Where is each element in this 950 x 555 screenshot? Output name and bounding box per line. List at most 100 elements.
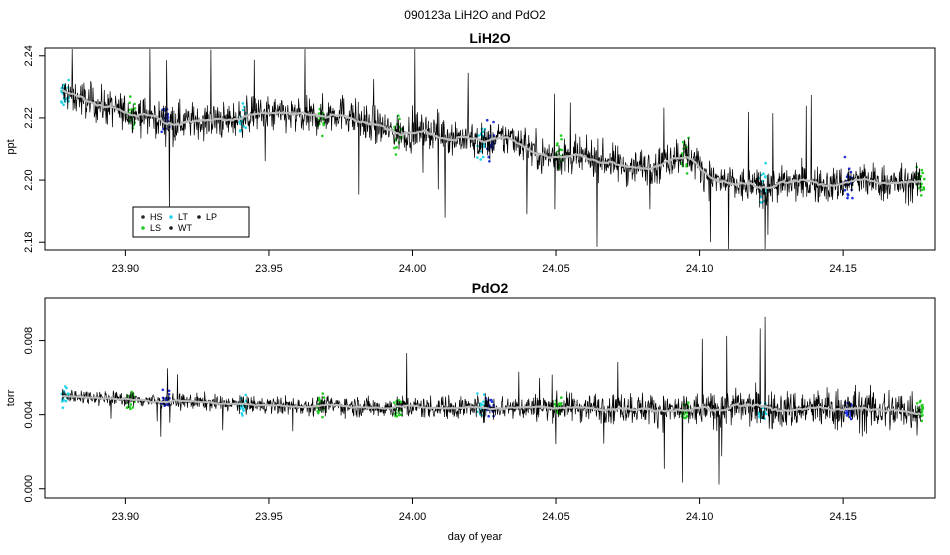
lih2o-calibration-point: [129, 95, 132, 98]
pdo2-calibration-point: [321, 392, 325, 395]
lih2o-calibration-point: [487, 155, 491, 159]
pdo2-calibration-point: [849, 417, 853, 421]
lih2o-calibration-point: [322, 121, 325, 125]
legend-label-ls: LS: [150, 223, 161, 233]
pdo2-x-tick-label: 23.90: [112, 511, 140, 523]
lih2o-calibration-point: [492, 120, 495, 124]
pdo2-calibration-point: [65, 386, 68, 390]
pdo2-calibration-point: [560, 396, 563, 399]
lih2o-calibration-point: [477, 134, 481, 137]
legend-label-lt: LT: [178, 212, 188, 222]
pdo2-calibration-point: [919, 399, 922, 403]
pdo2-calibration-point: [129, 403, 133, 406]
lih2o-plot-area: [60, 48, 926, 250]
pdo2-calibration-point: [395, 414, 399, 418]
pdo2-calibration-point: [487, 414, 491, 418]
lih2o-calibration-point: [239, 129, 242, 132]
lih2o-calibration-point: [921, 171, 924, 175]
pdo2-x-tick-label: 24.05: [542, 511, 570, 523]
lih2o-calibration-point: [479, 158, 483, 161]
lih2o-x-tick-label: 23.90: [112, 263, 140, 275]
lih2o-x-tick-label: 24.00: [399, 263, 427, 275]
pdo2-calibration-point: [62, 389, 66, 393]
pdo2-calibration-point: [920, 419, 924, 423]
lih2o-calibration-point: [846, 196, 849, 200]
lih2o-x-tick-label: 24.10: [686, 263, 714, 275]
pdo2-calibration-point: [125, 406, 129, 410]
lih2o-calibration-point: [923, 177, 926, 181]
pdo2-y-axis-label: torr: [5, 389, 17, 406]
pdo2-calibration-point: [845, 414, 849, 417]
lih2o-calibration-point: [482, 130, 485, 133]
pdo2-calibration-point: [476, 410, 479, 414]
lih2o-calibration-point: [479, 150, 483, 153]
pdo2-x-tick-label: 23.95: [255, 511, 283, 523]
lih2o-panel: LiH2O ppt 23.90 23.95 24.00 24.05 24.10 24.15…: [5, 30, 936, 275]
lih2o-calibration-point: [239, 122, 242, 125]
pdo2-calibration-point: [241, 414, 244, 417]
pdo2-calibration-point: [322, 396, 326, 399]
lih2o-calibration-point: [759, 195, 763, 199]
pdo2-plot-area: [60, 316, 925, 485]
pdo2-panel: PdO2 torr 23.90 23.95 24.00 24.05 24.10 24.15…: [5, 280, 936, 523]
legend-label-hs: HS: [150, 212, 163, 222]
pdo2-calibration-point: [61, 406, 65, 410]
pdo2-calibration-point: [476, 392, 479, 395]
lih2o-calibration-point: [488, 160, 491, 163]
pdo2-calibration-point: [398, 413, 401, 417]
pdo2-calibration-point: [764, 412, 768, 416]
pdo2-calibration-point: [915, 402, 919, 405]
lih2o-y-tick-label: 2.24: [23, 45, 35, 66]
legend-marker-ls: [141, 226, 145, 230]
pdo2-calibration-point: [685, 414, 689, 418]
lih2o-data-series: [61, 48, 921, 250]
lih2o-calibration-point: [846, 192, 849, 196]
pdo2-calibration-point: [64, 399, 68, 403]
lih2o-x-tick-label: 24.15: [829, 263, 857, 275]
lih2o-calibration-point: [764, 161, 767, 165]
lih2o-calibration-point: [681, 140, 685, 144]
lih2o-calibration-point: [762, 172, 765, 175]
lih2o-calibration-point: [560, 138, 563, 141]
pdo2-y-tick-label: 0.004: [23, 401, 35, 429]
pdo2-calibration-point: [399, 400, 403, 404]
lih2o-calibration-point: [393, 139, 397, 142]
lih2o-calibration-point: [851, 196, 854, 200]
pdo2-calibration-point: [129, 407, 132, 411]
lih2o-calibration-point: [62, 103, 65, 107]
pdo2-calibration-point: [920, 407, 924, 411]
lih2o-calibration-point: [920, 194, 923, 197]
pdo2-calibration-point: [167, 389, 171, 393]
lih2o-calibration-point: [393, 146, 396, 150]
lih2o-x-tick-label: 23.95: [255, 263, 283, 275]
lih2o-calibration-point: [133, 107, 137, 110]
pdo2-x-tick-label: 24.10: [686, 511, 714, 523]
lih2o-calibration-point: [397, 114, 400, 117]
pdo2-calibration-point: [244, 393, 247, 397]
legend-marker-lp: [197, 215, 201, 219]
lih2o-calibration-point: [481, 155, 485, 159]
lih2o-smoothed-series: [61, 88, 922, 192]
pdo2-calibration-point: [480, 403, 484, 406]
lih2o-calibration-point: [847, 167, 851, 170]
lih2o-calibration-point: [395, 145, 398, 149]
pdo2-title: PdO2: [472, 280, 509, 296]
pdo2-axes: 23.90 23.95 24.00 24.05 24.10 24.15 0.000 0.004…: [23, 297, 936, 523]
lih2o-calibration-point: [919, 175, 923, 178]
lih2o-plot-frame: [44, 47, 936, 251]
lih2o-calibration-point: [685, 172, 689, 175]
pdo2-calibration-point: [161, 388, 165, 392]
lih2o-y-tick-label: 2.18: [23, 231, 35, 252]
pdo2-calibration-point: [846, 411, 849, 414]
pdo2-calibration-point: [66, 392, 70, 395]
lih2o-axes: 23.90 23.95 24.00 24.05 24.10 24.15 2.18 2.20 2.…: [23, 45, 936, 275]
pdo2-calibration-point: [490, 398, 493, 402]
pdo2-y-tick-label: 0.008: [23, 327, 35, 355]
pdo2-calibration-point: [242, 409, 245, 413]
pdo2-calibration-point: [317, 411, 320, 415]
lih2o-calibration-point: [760, 201, 763, 204]
lih2o-calibration-point: [920, 168, 924, 172]
pdo2-calibration-point: [920, 410, 924, 414]
